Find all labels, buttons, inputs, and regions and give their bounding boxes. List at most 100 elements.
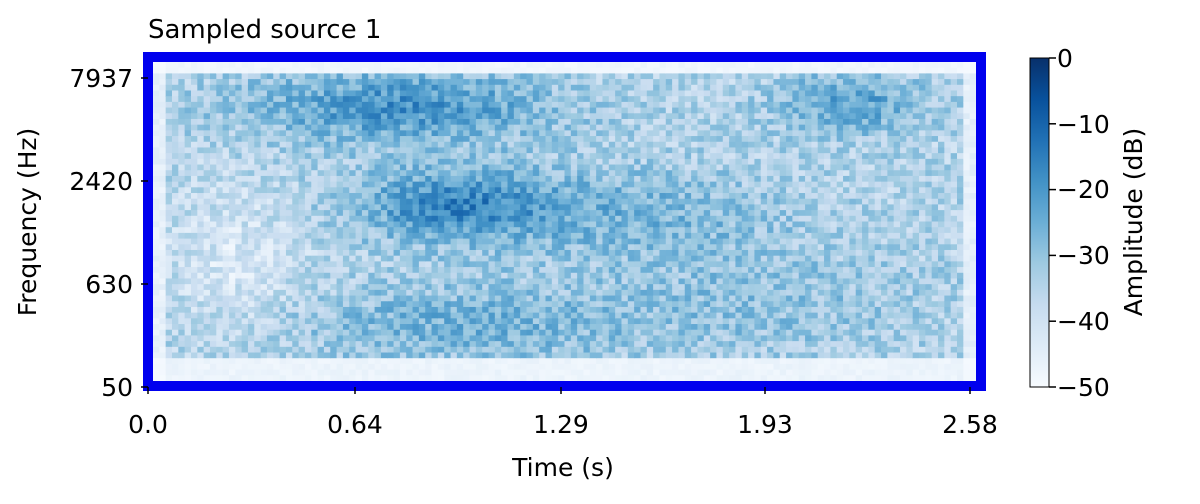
- heatmap-cell: [437, 130, 445, 137]
- heatmap-cell: [425, 289, 433, 297]
- heatmap-cell: [355, 261, 363, 268]
- heatmap-cell: [444, 113, 452, 120]
- heatmap-cell: [494, 318, 502, 325]
- heatmap-cell: [241, 101, 249, 109]
- heatmap-cell: [710, 113, 718, 120]
- heatmap-cell: [292, 101, 300, 109]
- heatmap-cell: [488, 352, 496, 359]
- heatmap-cell: [203, 124, 211, 131]
- heatmap-cell: [532, 249, 540, 257]
- heatmap-cell: [387, 90, 395, 97]
- heatmap-cell: [545, 261, 553, 268]
- heatmap-cell: [627, 329, 635, 337]
- heatmap-cell: [501, 306, 509, 314]
- heatmap-cell: [197, 244, 205, 251]
- heatmap-cell: [488, 238, 496, 245]
- heatmap-cell: [634, 79, 642, 86]
- heatmap-cell: [254, 164, 262, 171]
- heatmap-cell: [266, 84, 274, 92]
- heatmap-cell: [330, 147, 338, 154]
- heatmap-cell: [602, 255, 610, 262]
- heatmap-cell: [583, 335, 591, 342]
- heatmap-cell: [399, 107, 407, 114]
- heatmap-cell: [184, 272, 192, 280]
- heatmap-cell: [640, 335, 648, 342]
- heatmap-cell: [558, 363, 566, 371]
- heatmap-cell: [349, 79, 357, 86]
- heatmap-cell: [507, 136, 515, 143]
- heatmap-cell: [621, 215, 629, 223]
- heatmap-cell: [513, 215, 521, 223]
- heatmap-cell: [330, 301, 338, 308]
- heatmap-cell: [703, 301, 711, 308]
- heatmap-cell: [703, 358, 711, 365]
- heatmap-cell: [374, 335, 382, 342]
- heatmap-cell: [241, 284, 249, 291]
- heatmap-cell: [703, 312, 711, 319]
- heatmap-cell: [602, 272, 610, 280]
- heatmap-cell: [520, 375, 528, 381]
- heatmap-cell: [545, 278, 553, 285]
- heatmap-cell: [475, 198, 483, 206]
- heatmap-cell: [665, 130, 673, 137]
- heatmap-cell: [393, 164, 401, 171]
- heatmap-cell: [520, 358, 528, 365]
- heatmap-cell: [526, 221, 534, 228]
- heatmap-cell: [456, 341, 464, 348]
- heatmap-cell: [393, 358, 401, 365]
- heatmap-cell: [526, 96, 534, 103]
- heatmap-cell: [589, 198, 597, 206]
- heatmap-cell: [697, 289, 705, 297]
- heatmap-cell: [684, 335, 692, 342]
- heatmap-cell: [437, 67, 445, 74]
- heatmap-cell: [254, 84, 262, 92]
- heatmap-cell: [678, 73, 686, 80]
- heatmap-cell: [330, 238, 338, 245]
- heatmap-cell: [165, 363, 173, 371]
- heatmap-cell: [526, 84, 534, 92]
- heatmap-cell: [374, 289, 382, 297]
- heatmap-cell: [266, 67, 274, 74]
- heatmap-cell: [551, 96, 559, 103]
- heatmap-cell: [380, 136, 388, 143]
- heatmap-cell: [412, 204, 420, 211]
- heatmap-cell: [425, 90, 433, 97]
- heatmap-cell: [564, 215, 572, 223]
- heatmap-cell: [222, 158, 230, 166]
- heatmap-cell: [159, 147, 167, 154]
- heatmap-cell: [374, 124, 382, 131]
- heatmap-cell: [716, 113, 724, 120]
- heatmap-cell: [342, 346, 350, 354]
- heatmap-cell: [216, 210, 224, 217]
- heatmap-cell: [311, 341, 319, 348]
- heatmap-cell: [577, 352, 585, 359]
- heatmap-cell: [285, 175, 293, 183]
- heatmap-cell: [209, 289, 217, 297]
- heatmap-cell: [279, 232, 287, 240]
- heatmap-cell: [589, 181, 597, 188]
- heatmap-cell: [437, 352, 445, 359]
- heatmap-cell: [463, 329, 471, 337]
- heatmap-cell: [203, 278, 211, 285]
- heatmap-cell: [254, 175, 262, 183]
- heatmap-cell: [577, 124, 585, 131]
- heatmap-cell: [608, 329, 616, 337]
- heatmap-cell: [247, 369, 255, 376]
- heatmap-cell: [456, 289, 464, 297]
- heatmap-cell: [469, 73, 477, 80]
- heatmap-cell: [482, 153, 490, 160]
- heatmap-cell: [475, 318, 483, 325]
- heatmap-cell: [659, 375, 667, 381]
- heatmap-cell: [659, 170, 667, 177]
- heatmap-cell: [241, 238, 249, 245]
- heatmap-cell: [273, 62, 281, 69]
- heatmap-cell: [602, 73, 610, 80]
- heatmap-cell: [342, 358, 350, 365]
- heatmap-cell: [292, 181, 300, 188]
- heatmap-cell: [634, 244, 642, 251]
- heatmap-cell: [311, 284, 319, 291]
- heatmap-cell: [412, 267, 420, 274]
- heatmap-cell: [691, 113, 699, 120]
- heatmap-cell: [596, 295, 604, 302]
- heatmap-cell: [444, 96, 452, 103]
